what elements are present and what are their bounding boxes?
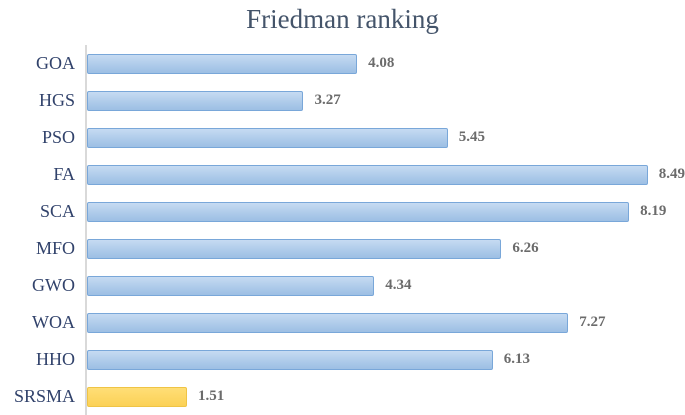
bar-goa: [87, 53, 358, 74]
category-label: SCA: [39, 201, 75, 221]
bar-track: 1.51: [87, 386, 685, 407]
category-label: GWO: [32, 275, 75, 295]
bar-gwo: [87, 275, 375, 296]
value-label: 1.51: [197, 388, 225, 404]
value-label: 4.08: [368, 55, 395, 71]
bar-row: WOA 7.27: [0, 304, 685, 341]
value-label: 3.27: [314, 92, 341, 108]
bar-row: HHO 6.13: [0, 341, 685, 378]
value-label: 6.13: [503, 351, 531, 367]
bar-row: FA 8.49: [0, 156, 685, 193]
category-label: SRSMA: [13, 386, 75, 406]
bar-rows: GOA 4.08 HGS 3.27 PSO 5.45 FA 8.49 SCA 8.19 MFO 6.2…: [0, 45, 685, 415]
value-label: 4.34: [385, 277, 412, 293]
bar-track: 8.19: [87, 201, 685, 222]
chart-title: Friedman ranking: [246, 4, 439, 34]
category-label: MFO: [35, 238, 75, 258]
bar-row: GWO 4.34: [0, 267, 685, 304]
bar-track: 5.45: [87, 127, 685, 148]
bar-track: 4.08: [87, 53, 685, 74]
bar-row: GOA 4.08: [0, 45, 685, 82]
y-axis-line: [85, 45, 87, 415]
category-label: HGS: [38, 90, 75, 110]
bar-woa: [87, 312, 569, 333]
bar-track: 8.49: [87, 164, 685, 185]
value-label: 7.27: [579, 314, 606, 330]
bar-hgs: [87, 90, 304, 111]
bar-mfo: [87, 238, 502, 259]
category-label: HHO: [36, 349, 75, 369]
bar-track: 3.27: [87, 90, 685, 111]
bar-pso: [87, 127, 448, 148]
bar-sca: [87, 201, 630, 222]
bar-row: PSO 5.45: [0, 119, 685, 156]
bar-row: HGS 3.27: [0, 82, 685, 119]
bar-srsma: [87, 386, 187, 407]
value-label: 8.49: [658, 166, 685, 182]
category-label: PSO: [41, 127, 75, 147]
bar-fa: [87, 164, 648, 185]
plot-area: GOA 4.08 HGS 3.27 PSO 5.45 FA 8.49 SCA 8.19 MFO 6.2…: [0, 45, 685, 415]
bar-track: 6.13: [87, 349, 685, 370]
bar-track: 6.26: [87, 238, 685, 259]
bar-row: MFO 6.26: [0, 230, 685, 267]
bar-track: 4.34: [87, 275, 685, 296]
category-label: FA: [53, 164, 75, 184]
value-label: 6.26: [512, 240, 539, 256]
value-label: 5.45: [458, 129, 486, 145]
bar-row: SRSMA 1.51: [0, 378, 685, 415]
bar-row: SCA 8.19: [0, 193, 685, 230]
bar-hho: [87, 349, 493, 370]
bar-track: 7.27: [87, 312, 685, 333]
value-label: 8.19: [640, 203, 667, 219]
category-label: WOA: [32, 312, 75, 332]
category-label: GOA: [36, 53, 75, 73]
